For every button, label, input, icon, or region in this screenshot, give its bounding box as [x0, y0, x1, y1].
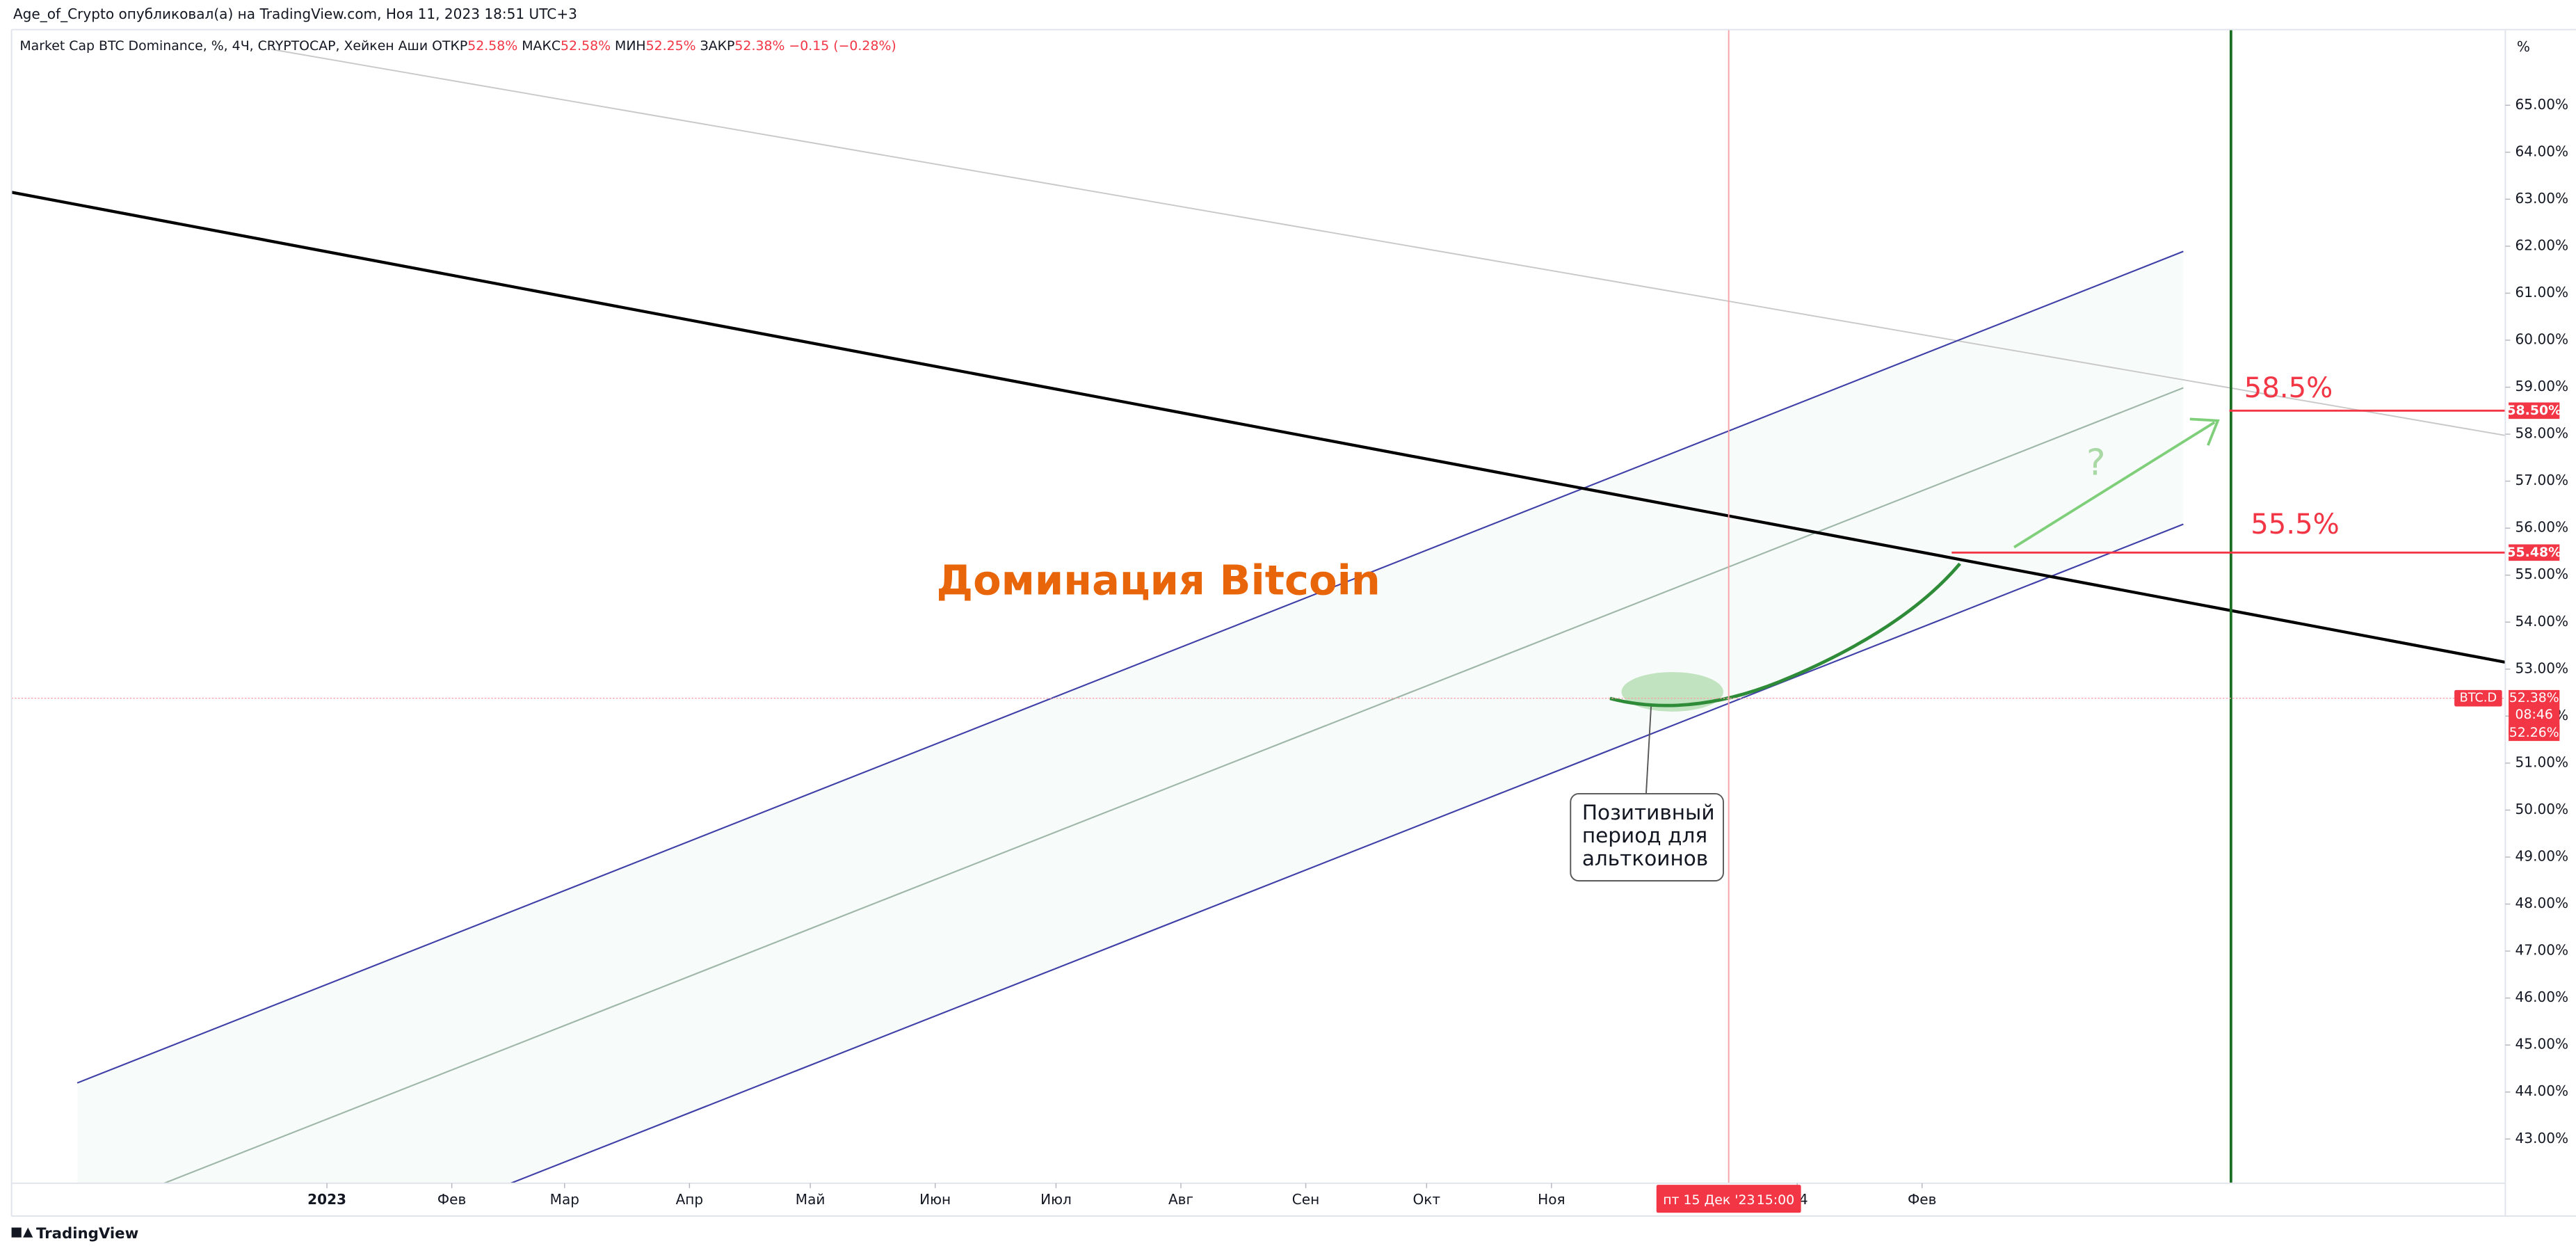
level-label-box [2509, 544, 2560, 561]
y-tick-label: 48.00% [2515, 895, 2569, 911]
y-tick-label: 46.00% [2515, 989, 2569, 1005]
brand: TradingView [36, 1225, 138, 1242]
channel-lower [510, 523, 2184, 1184]
ohlc-value: 52.58% [561, 38, 611, 54]
forecast-curve [1609, 562, 1961, 708]
change: −0.15 (−0.28%) [789, 38, 896, 54]
y-tick-label: 56.00% [2515, 519, 2569, 536]
y-tick-label: 54.00% [2515, 613, 2569, 630]
symbol-label: BTC.D [2460, 692, 2497, 705]
crosshair-time: 15:00 [1757, 1192, 1794, 1208]
annotation: ? [2086, 442, 2106, 483]
trendline-grey [271, 48, 2506, 436]
y-tick-label: 62.00% [2515, 237, 2569, 253]
x-tick-label: 2023 [307, 1191, 346, 1208]
header: Age_of_Crypto опубликовал(а) на TradingV… [13, 6, 577, 22]
y-tick-label: 43.00% [2515, 1130, 2569, 1146]
axes: 43.00% 44.00% 45.00% 46.00% 47.00% 48.00% 49.0… [307, 96, 2568, 1213]
y-tick-label: 47.00% [2515, 942, 2569, 959]
x-tick-label: Окт [1412, 1191, 1440, 1208]
symbol-legend: Market Cap BTC Dominance, %, 4Ч, CRYPTOC… [19, 38, 896, 54]
trendline-black [11, 191, 2506, 664]
annotation: 55.5% [2251, 509, 2340, 541]
brand-logo [11, 1227, 33, 1238]
arrow-head [2189, 417, 2220, 446]
ohlc-value: 52.25% [646, 38, 696, 54]
forecast-arrow [2013, 421, 2216, 549]
x-tick-label: Июл [1040, 1191, 1072, 1208]
y-tick-label: 49.00% [2515, 848, 2569, 865]
symbol-box [2454, 689, 2502, 707]
channel-fill [77, 251, 2184, 1183]
channel-upper [77, 250, 2184, 1084]
y-tick-label: 45.00% [2515, 1036, 2569, 1053]
callout-box [1570, 792, 1724, 882]
x-tick-label: Сен [1292, 1191, 1319, 1208]
low-price-label: 52.26% [2509, 725, 2559, 740]
ohlc-value: 52.38% [734, 38, 784, 54]
low-price-box [2509, 724, 2560, 742]
x-tick-label: Ноя [1538, 1191, 1565, 1208]
y-tick-label: 44.00% [2515, 1082, 2569, 1099]
level-label-box [2509, 402, 2560, 419]
y-tick-label: 61.00% [2515, 284, 2569, 301]
x-tick-label: Фев [437, 1191, 466, 1208]
y-tick-label: 55.00% [2515, 566, 2569, 582]
ohlc-name: МИН [615, 38, 646, 54]
x-tick-label: Авг [1168, 1191, 1193, 1208]
symbol: Market Cap BTC Dominance, %, 4Ч, CRYPTOC… [19, 38, 428, 54]
level-label: 55.48% [2506, 545, 2561, 560]
plot [11, 29, 2506, 1183]
ohlc-name: ОТКР [432, 38, 467, 54]
y-tick-label: 53.00% [2515, 660, 2569, 676]
ohlc-name: МАКС [522, 38, 561, 54]
callout-text: период для [1582, 824, 1707, 847]
ohlc-name: ЗАКР [700, 38, 735, 54]
y-tick-label: 51.00% [2515, 753, 2569, 770]
y-tick-label: 64.00% [2515, 143, 2569, 159]
price-axis [2505, 0, 2576, 1217]
annotation: 58.5% [2244, 372, 2333, 404]
callout-pointer [1645, 706, 1652, 794]
y-tick-label: 60.00% [2515, 330, 2569, 347]
level-label: 58.50% [2506, 403, 2561, 418]
x-tick-label: Май [796, 1191, 826, 1208]
x-tick-label: Мар [550, 1191, 579, 1208]
y-tick-label: 57.00% [2515, 472, 2569, 488]
y-tick-label: 58.00% [2515, 425, 2569, 442]
callout-text: альткоинов [1582, 847, 1708, 870]
y-tick-label: 50.00% [2515, 801, 2569, 817]
axis-unit: % [2517, 38, 2530, 55]
x-tick-label: Июн [919, 1191, 951, 1208]
x-tick-label: Апр [676, 1191, 704, 1208]
crosshair-label: пт 15 Дек '23 [1663, 1192, 1755, 1208]
last-price-label: 52.38% [2509, 690, 2559, 705]
y-tick-label: 63.00% [2515, 190, 2569, 207]
x-tick-label: Фев [1908, 1191, 1936, 1208]
countdown: 08:46 [2515, 707, 2553, 722]
callout-text: Позитивный [1582, 801, 1715, 824]
y-tick-label: 59.00% [2515, 378, 2569, 394]
crosshair-box [1656, 1185, 1801, 1213]
ohlc-value: 52.58% [467, 38, 517, 54]
highlight-ellipse [1621, 672, 1723, 712]
y-tick-label: 65.00% [2515, 96, 2569, 113]
chart-title: Доминация Bitcoin [936, 557, 1380, 605]
channel-mid [163, 387, 2184, 1184]
